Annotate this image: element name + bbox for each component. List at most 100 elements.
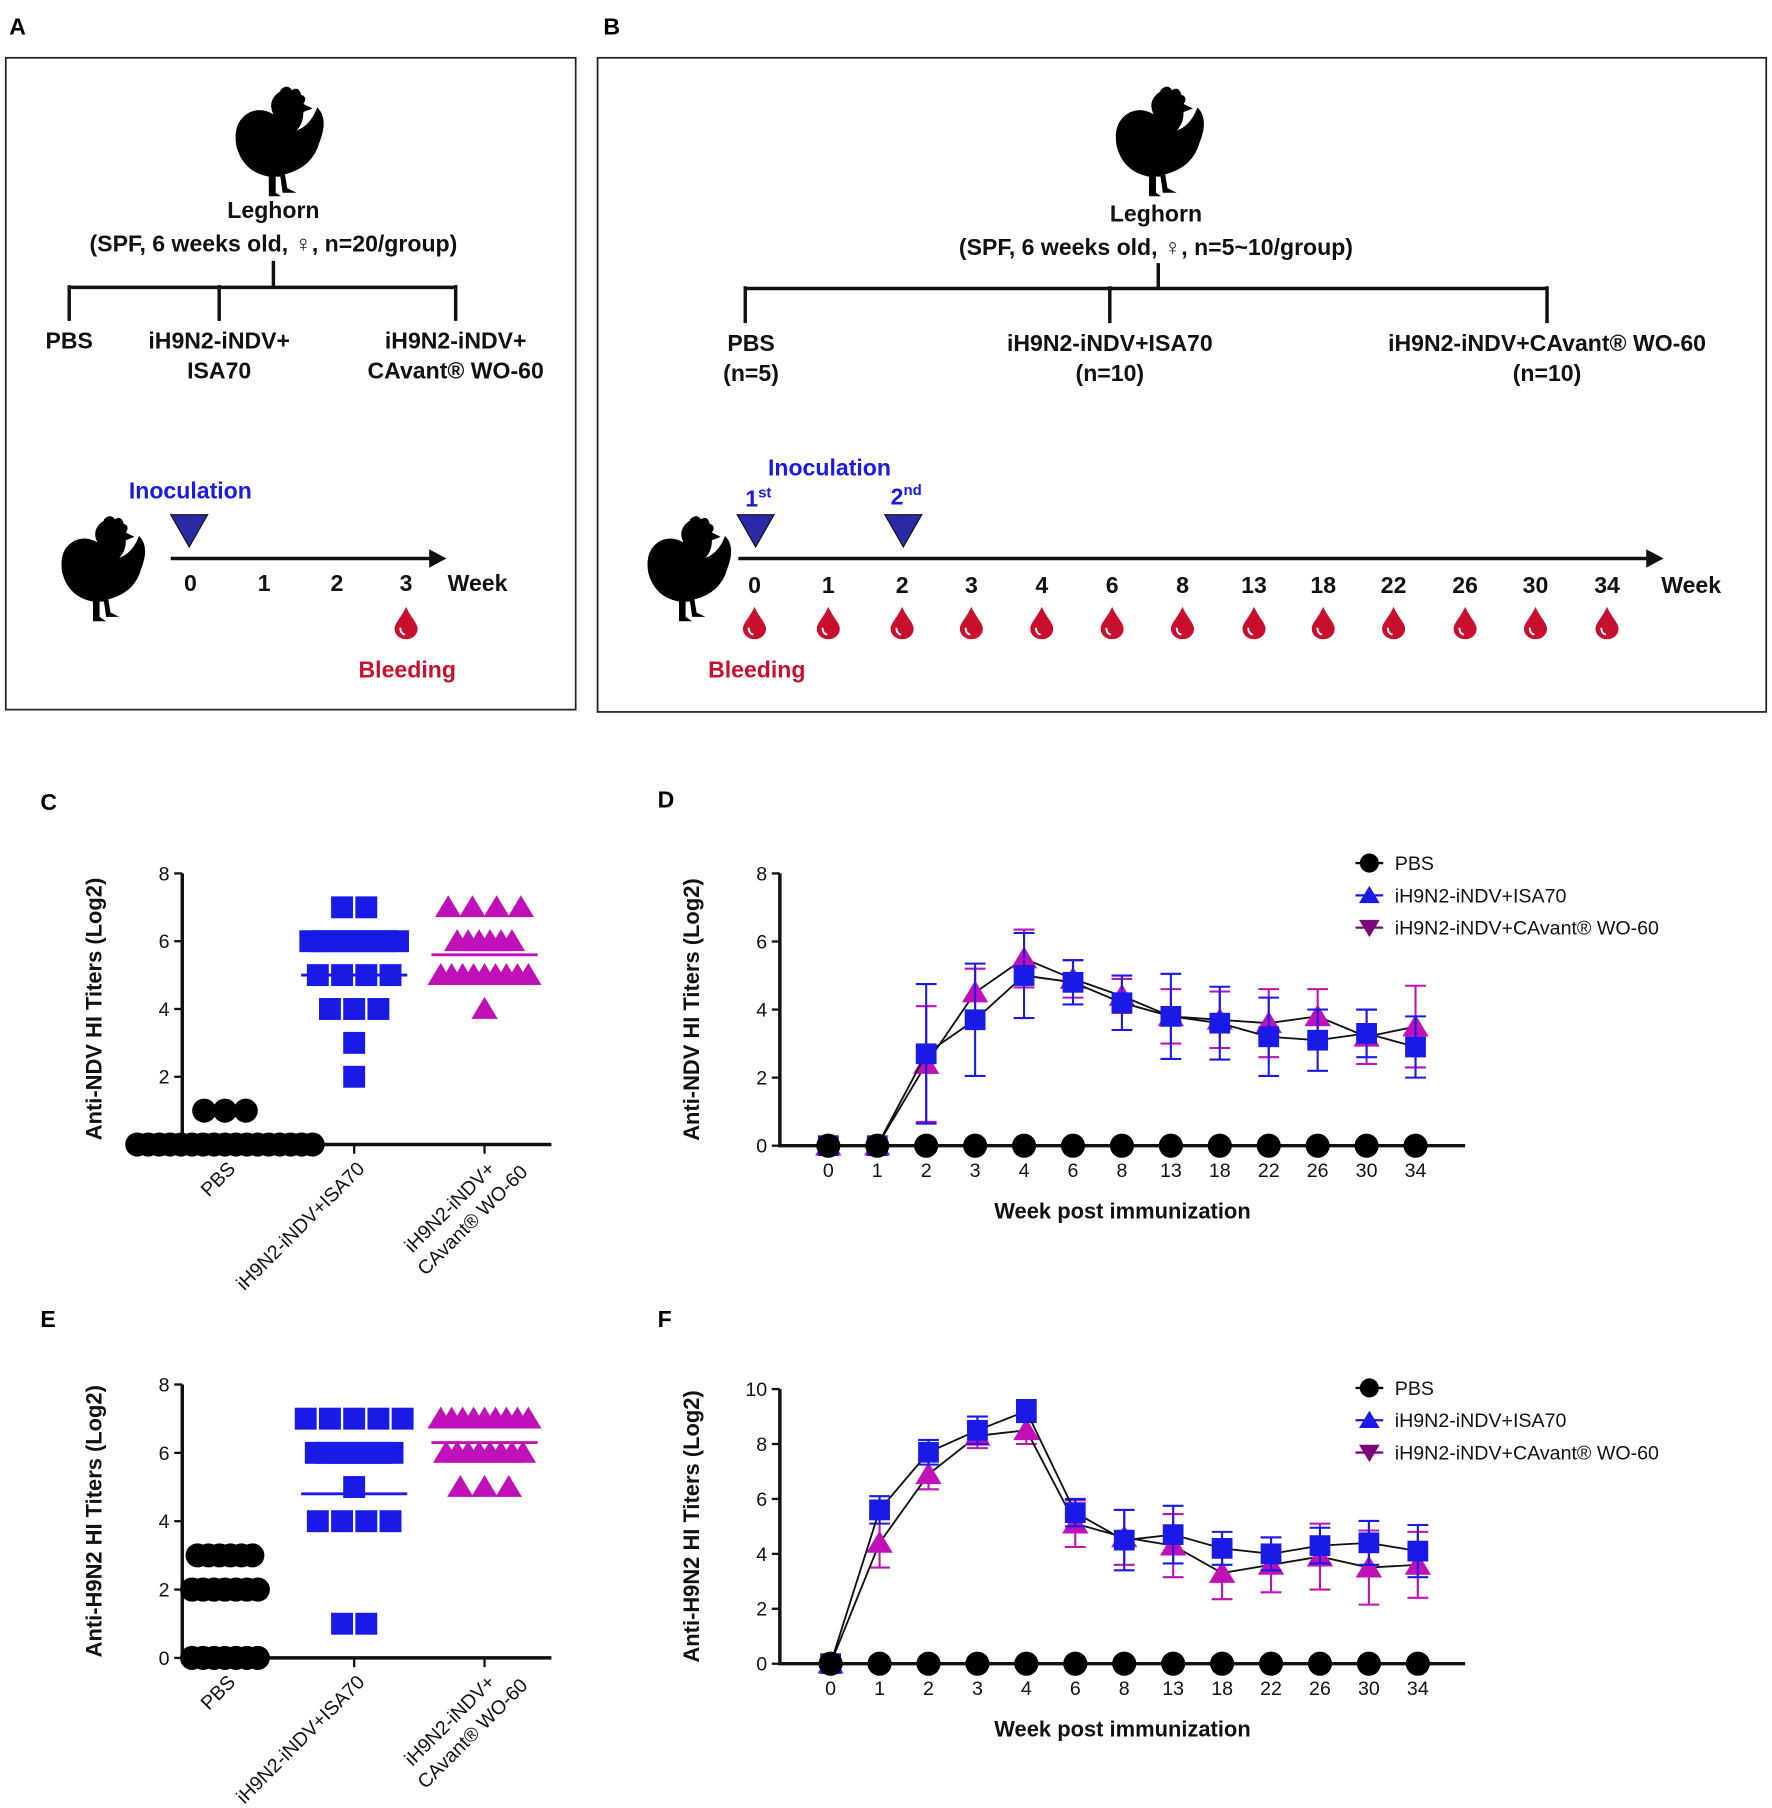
data-point <box>915 1462 942 1485</box>
data-point <box>1113 1529 1135 1551</box>
group-subtitle: (SPF, 6 weeks old, ♀, n=5~10/group) <box>959 234 1353 260</box>
data-point <box>1207 1133 1232 1158</box>
data-point <box>1064 1502 1086 1524</box>
week-tick: 0 <box>748 572 761 598</box>
data-point <box>1358 1532 1380 1554</box>
data-point <box>1407 1540 1429 1562</box>
data-point <box>1013 965 1035 986</box>
data-point <box>1211 1537 1233 1559</box>
data-point <box>1258 1026 1280 1048</box>
x-tick-label: PBS <box>197 1158 240 1201</box>
data-point <box>459 895 486 918</box>
data-point <box>1307 1029 1329 1051</box>
x-tick-label: 0 <box>823 1160 834 1182</box>
data-point <box>471 1474 498 1497</box>
data-point <box>318 998 341 1020</box>
group-label-cavant-line2: CAvant® WO-60 <box>368 358 544 384</box>
group-label-cavant: iH9N2-iNDV+CAvant® WO-60 <box>1388 330 1706 356</box>
x-tick-label: 22 <box>1258 1160 1280 1182</box>
legend-label: iH9N2-iNDV+ISA70 <box>1395 1410 1567 1432</box>
x-tick-label: 8 <box>1119 1678 1130 1700</box>
axis-lines <box>778 1389 1466 1666</box>
y-tick-label: 10 <box>745 1379 767 1401</box>
data-point <box>918 1441 939 1463</box>
y-axis-label: Anti-H9N2 HI Titers (Log2) <box>679 1390 704 1662</box>
y-tick-label: 2 <box>756 1599 767 1621</box>
data-point <box>818 1651 843 1676</box>
data-point <box>379 1510 402 1533</box>
data-point <box>914 1133 939 1158</box>
data-point <box>1112 1651 1137 1676</box>
x-tick-label: 34 <box>1405 1160 1427 1182</box>
legend-marker-icon <box>1358 1444 1380 1463</box>
data-point <box>866 1530 893 1553</box>
y-axis-label: Anti-NDV HI Titers (Log2) <box>679 878 704 1140</box>
data-point <box>1258 1651 1284 1676</box>
data-point <box>387 930 409 953</box>
blood-drop-icon <box>1382 606 1406 640</box>
data-point <box>1210 1651 1235 1676</box>
y-tick-label: 2 <box>159 1067 170 1089</box>
data-point <box>343 1407 366 1430</box>
y-tick-label: 2 <box>159 1579 170 1601</box>
legend-label: iH9N2-iNDV+CAvant® WO-60 <box>1395 918 1659 940</box>
data-point <box>1307 1651 1333 1676</box>
x-tick-label: 26 <box>1307 1160 1329 1182</box>
x-tick-label: 6 <box>1070 1678 1081 1700</box>
data-point <box>1160 1005 1182 1027</box>
y-axis-label: Anti-NDV HI Titers (Log2) <box>82 878 107 1140</box>
data-point <box>355 1612 378 1635</box>
data-point <box>1260 1543 1282 1565</box>
week-tick: 8 <box>1176 572 1189 598</box>
x-tick-label: 6 <box>1068 1160 1079 1182</box>
data-point <box>331 1510 354 1533</box>
x-tick-label: 30 <box>1358 1678 1380 1700</box>
data-point <box>435 895 462 918</box>
week-label: Week <box>448 570 508 596</box>
x-tick-label: 30 <box>1356 1160 1378 1182</box>
data-point <box>318 1407 341 1430</box>
data-point <box>965 1651 990 1676</box>
x-tick-label: 2 <box>923 1678 934 1700</box>
data-point <box>515 1406 542 1429</box>
group-n-cavant: (n=10) <box>1513 360 1582 386</box>
y-tick-label: 4 <box>756 1544 767 1566</box>
data-point <box>1013 1418 1040 1441</box>
x-tick-label: 18 <box>1211 1678 1233 1700</box>
data-point <box>343 1031 366 1054</box>
data-point <box>1063 1651 1088 1676</box>
week-tick: 1 <box>822 572 835 598</box>
blood-drop-icon <box>1595 606 1619 640</box>
legend-marker-icon <box>1359 853 1379 873</box>
x-axis-label: Week post immunization <box>994 1716 1250 1741</box>
y-tick-label: 8 <box>756 1434 767 1456</box>
group-n-isa70: (n=10) <box>1076 360 1145 386</box>
hen-icon <box>61 516 146 622</box>
legend-marker-icon <box>1359 1378 1379 1398</box>
week-tick: 2 <box>896 572 909 598</box>
legend-marker-icon <box>1358 885 1380 904</box>
x-axis-label: Week post immunization <box>994 1198 1250 1223</box>
group-n-pbs: (n=5) <box>723 360 779 386</box>
x-tick-label: 3 <box>970 1160 981 1182</box>
group-label-cavant: iH9N2-iNDV+ <box>385 328 527 354</box>
y-axis-label: Anti-H9N2 HI Titers (Log2) <box>82 1385 107 1657</box>
x-tick-label: 13 <box>1162 1678 1184 1700</box>
inoculation-triangle-icon <box>883 514 923 549</box>
hen-icon <box>647 516 732 622</box>
week-tick: 2 <box>330 570 343 596</box>
x-tick-label: 18 <box>1209 1160 1231 1182</box>
legend-marker-icon <box>1358 1410 1380 1429</box>
data-point <box>355 1510 378 1533</box>
week-label: Week <box>1661 572 1721 598</box>
blood-drop-icon <box>1100 606 1124 640</box>
panel-label-f: F <box>658 1306 672 1332</box>
x-tick-label: iH9N2-iNDV+CAvant® WO-60 <box>396 1143 533 1280</box>
data-point <box>355 896 378 919</box>
week-tick: 3 <box>965 572 978 598</box>
hen-icon <box>235 86 324 197</box>
first-dose-label: 1st <box>745 484 771 511</box>
arrowhead-icon <box>429 549 447 568</box>
data-point <box>471 996 498 1019</box>
